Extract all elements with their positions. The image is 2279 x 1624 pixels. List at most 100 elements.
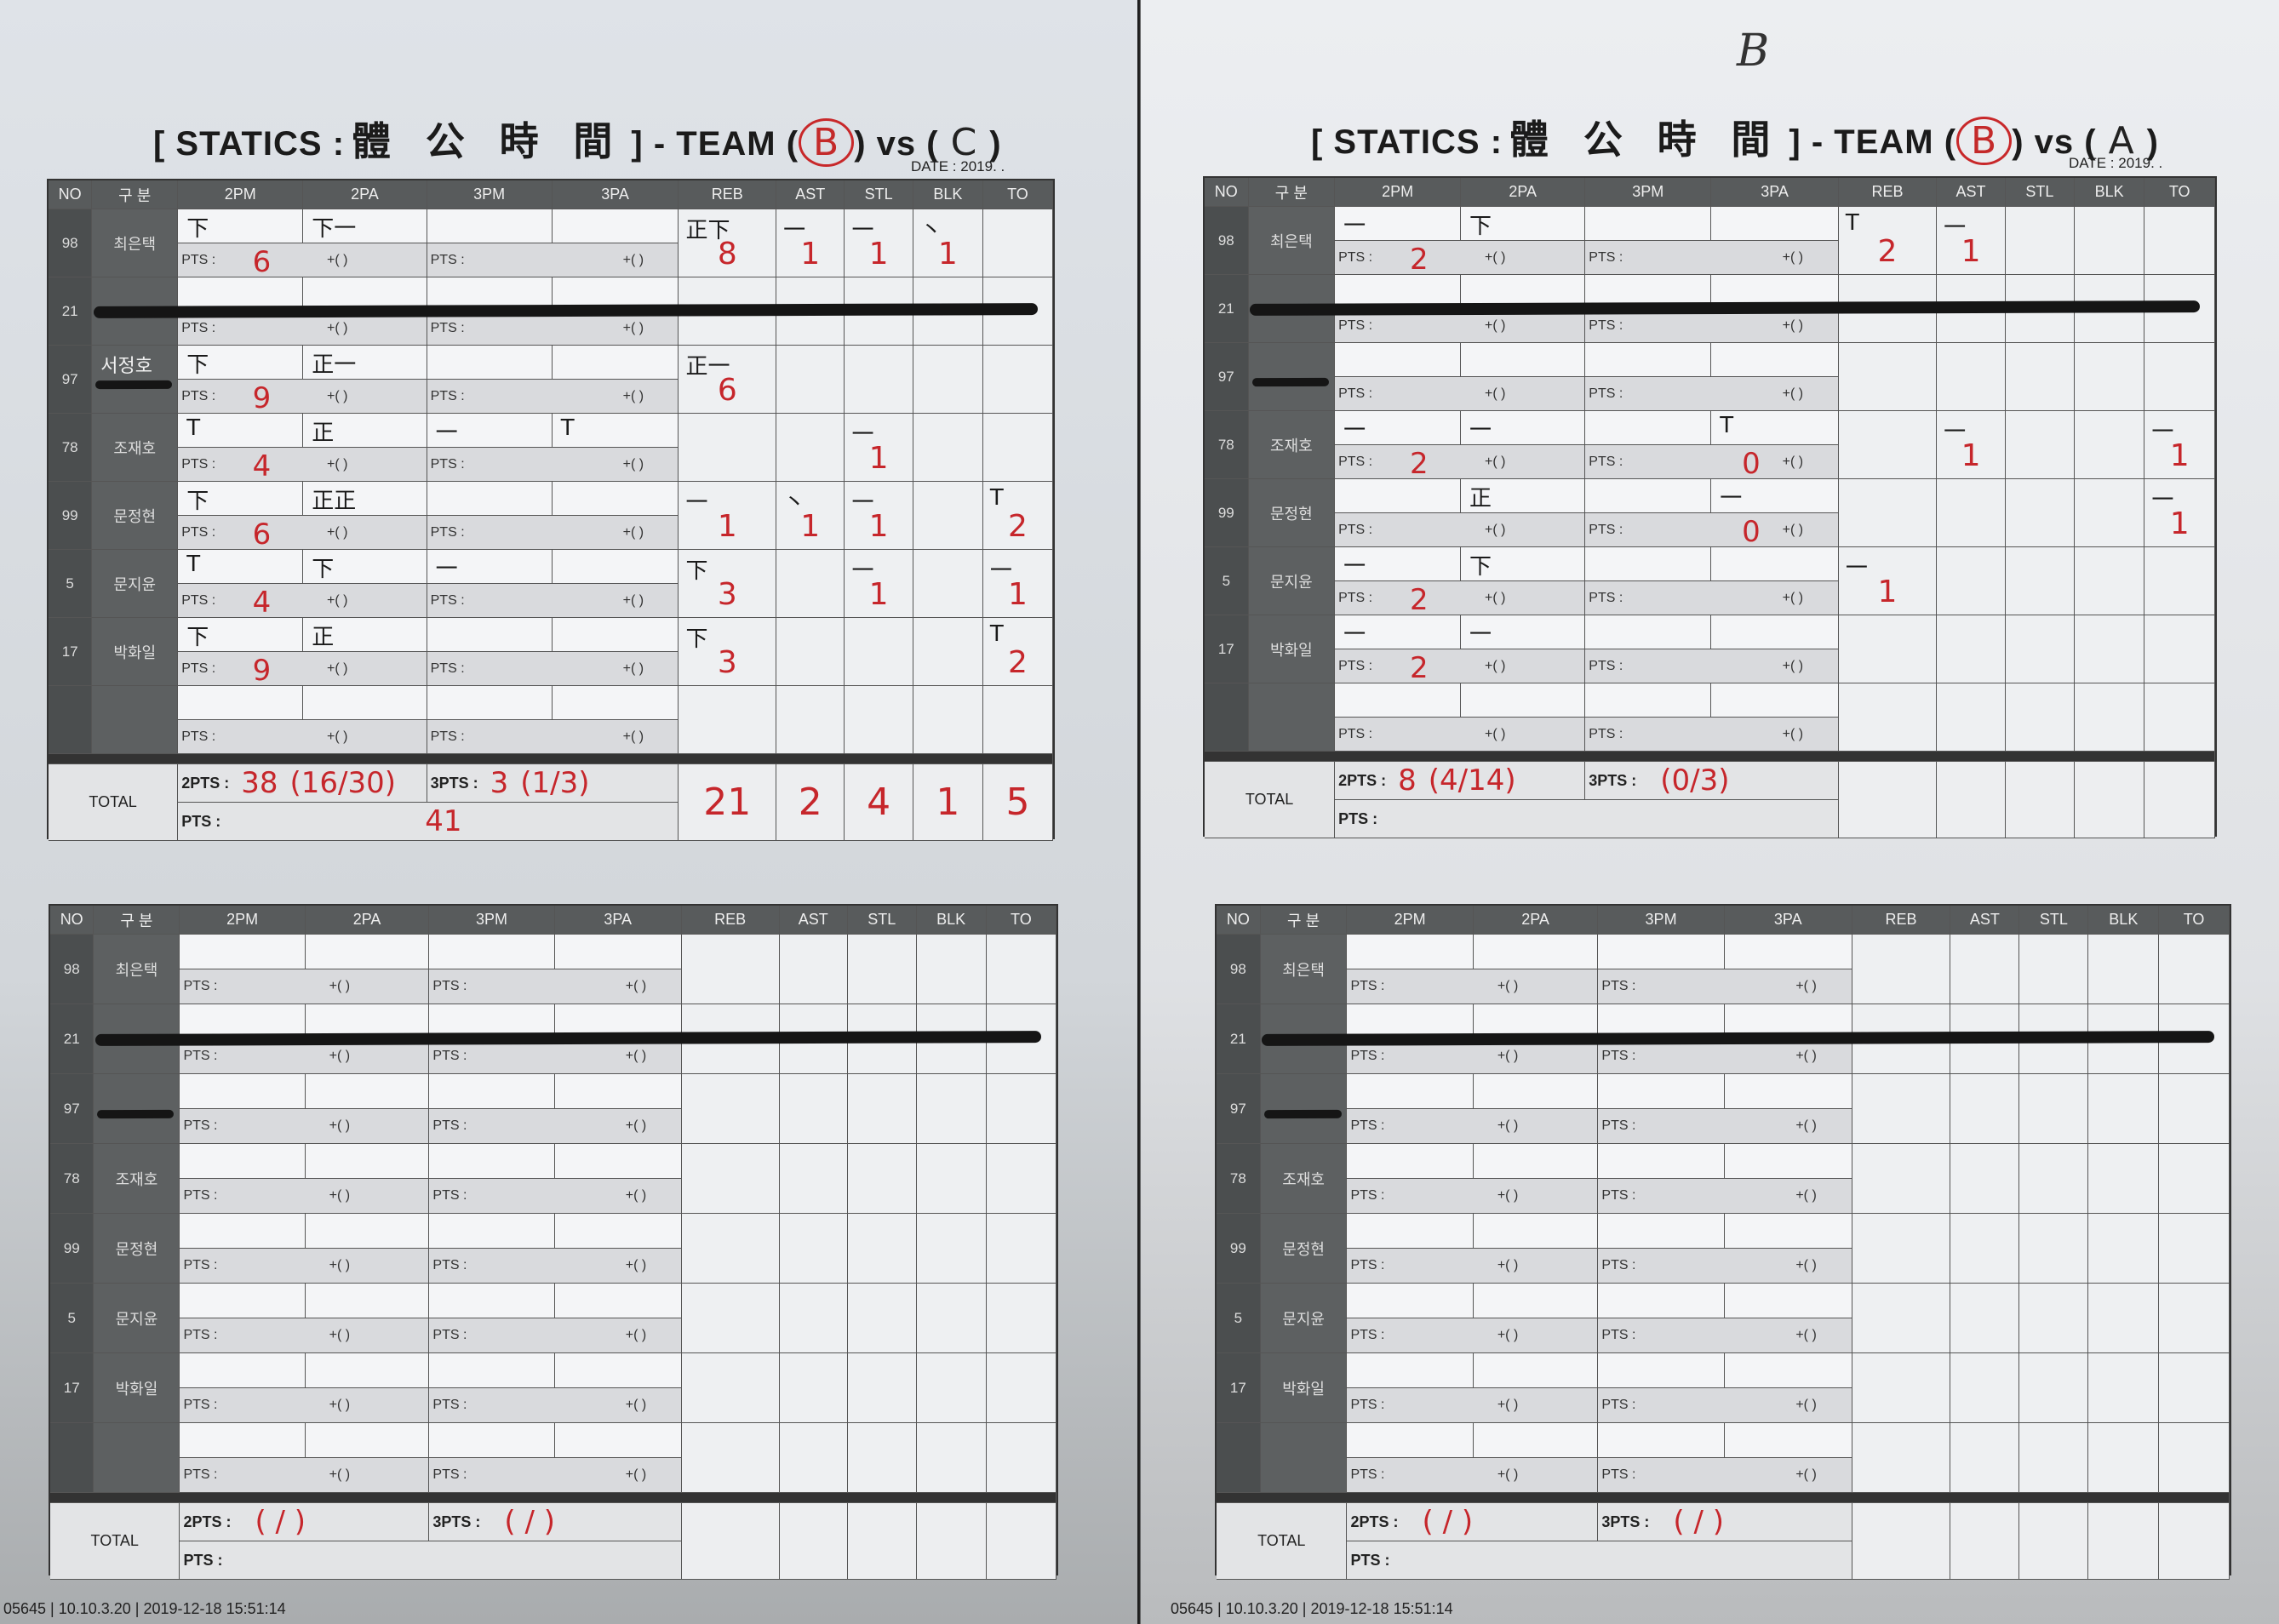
tally-cell-3pa[interactable] <box>1711 207 1839 241</box>
points-cell-2[interactable]: PTS : +( ) <box>180 1318 430 1353</box>
tally-cell-2pa[interactable] <box>1461 683 1586 718</box>
stat-cell-to[interactable] <box>2144 547 2215 615</box>
points-cell-3[interactable]: PTS : 0 +( ) <box>1585 513 1839 547</box>
stat-cell-stl[interactable] <box>2005 411 2075 479</box>
stat-cell-stl[interactable] <box>848 1214 917 1284</box>
stat-cell-reb[interactable] <box>1852 1284 1951 1353</box>
stat-cell-blk[interactable] <box>913 618 983 686</box>
stat-cell-to[interactable] <box>2159 1144 2230 1214</box>
tally-cell-3pa[interactable] <box>1711 547 1839 581</box>
tally-cell-2pa[interactable] <box>1473 1353 1599 1388</box>
tally-cell-3pa[interactable] <box>554 935 682 969</box>
stat-cell-ast[interactable] <box>1950 1284 2020 1353</box>
tally-cell-2pm[interactable] <box>180 1074 306 1109</box>
points-cell-2[interactable]: PTS : +( ) <box>1335 718 1586 752</box>
tally-cell-2pa[interactable] <box>1473 1284 1599 1318</box>
stat-cell-blk[interactable] <box>2088 1074 2160 1144</box>
tally-cell-3pa[interactable] <box>552 346 679 380</box>
stat-cell-reb[interactable] <box>1838 615 1938 683</box>
tally-cell-2pa[interactable]: 一 <box>1461 411 1586 445</box>
points-cell-2[interactable]: PTS : +( ) <box>1335 513 1586 547</box>
tally-cell-3pa[interactable] <box>552 550 679 584</box>
stat-cell-blk[interactable] <box>916 1214 987 1284</box>
points-cell-2[interactable]: PTS : 4 +( ) <box>178 448 427 482</box>
stat-cell-reb[interactable] <box>1852 1423 1951 1493</box>
stat-cell-ast[interactable] <box>776 686 845 754</box>
stat-cell-blk[interactable] <box>916 1423 987 1493</box>
stat-cell-stl[interactable] <box>2019 1423 2089 1493</box>
points-cell-3[interactable]: PTS : +( ) <box>1585 309 1839 343</box>
tally-cell-3pm[interactable] <box>1585 343 1712 377</box>
tally-cell-2pa[interactable]: 正 <box>1461 479 1586 513</box>
points-cell-2[interactable]: PTS : +( ) <box>1347 1458 1599 1493</box>
tally-cell-3pa[interactable] <box>1711 615 1839 649</box>
tally-cell-2pa[interactable]: 正一 <box>303 346 427 380</box>
stat-cell-ast[interactable] <box>1950 1214 2020 1284</box>
stat-cell-to[interactable] <box>2144 343 2215 411</box>
tally-cell-3pm[interactable] <box>427 686 553 720</box>
stat-cell-to[interactable] <box>986 1144 1056 1214</box>
stat-cell-ast[interactable] <box>1950 1144 2020 1214</box>
tally-cell-3pa[interactable] <box>1724 1353 1852 1388</box>
tally-cell-2pm[interactable] <box>1347 935 1474 969</box>
tally-cell-2pa[interactable] <box>1473 1423 1599 1458</box>
tally-cell-2pa[interactable] <box>1473 1074 1599 1109</box>
points-cell-3[interactable]: PTS : +( ) <box>1598 1249 1852 1284</box>
stat-cell-reb[interactable] <box>681 935 780 1004</box>
stat-cell-blk[interactable] <box>913 686 983 754</box>
points-cell-3[interactable]: PTS : +( ) <box>1598 1458 1852 1493</box>
stat-cell-reb[interactable] <box>679 686 777 754</box>
points-cell-2[interactable]: PTS : +( ) <box>1347 1109 1599 1144</box>
stat-cell-blk[interactable] <box>916 1074 987 1144</box>
tally-cell-3pa[interactable] <box>554 1074 682 1109</box>
tally-cell-3pa[interactable] <box>554 1423 682 1458</box>
points-cell-2[interactable]: PTS : +( ) <box>180 1388 430 1423</box>
stat-cell-blk[interactable] <box>2088 1423 2160 1493</box>
stat-cell-stl[interactable] <box>2019 1353 2089 1423</box>
points-cell-3[interactable]: PTS : +( ) <box>427 516 679 550</box>
tally-cell-3pa[interactable]: T <box>1711 411 1839 445</box>
tally-cell-2pm[interactable] <box>1347 1353 1474 1388</box>
tally-cell-3pm[interactable] <box>427 209 553 243</box>
points-cell-3[interactable]: PTS : +( ) <box>1598 1388 1852 1423</box>
tally-cell-3pm[interactable] <box>1585 615 1712 649</box>
stat-cell-reb[interactable] <box>681 1423 780 1493</box>
tally-cell-3pm[interactable] <box>1585 479 1712 513</box>
points-cell-3[interactable]: PTS : +( ) <box>427 312 679 346</box>
tally-cell-2pm[interactable] <box>1335 343 1462 377</box>
stat-cell-reb[interactable] <box>681 1214 780 1284</box>
tally-cell-2pm[interactable]: T <box>178 550 304 584</box>
tally-cell-2pa[interactable] <box>305 935 430 969</box>
points-cell-2[interactable]: PTS : +( ) <box>178 720 427 754</box>
stat-cell-reb[interactable] <box>681 1353 780 1423</box>
tally-cell-3pm[interactable] <box>429 1353 555 1388</box>
stat-cell-reb[interactable] <box>681 1074 780 1144</box>
stat-cell-ast[interactable] <box>779 935 849 1004</box>
stat-cell-stl[interactable] <box>845 618 913 686</box>
tally-cell-3pm[interactable] <box>1585 547 1712 581</box>
tally-cell-3pa[interactable] <box>1724 1214 1852 1249</box>
tally-cell-2pa[interactable] <box>1461 343 1586 377</box>
points-cell-3[interactable]: PTS : +( ) <box>429 1249 682 1284</box>
points-cell-3[interactable]: PTS : +( ) <box>429 1388 682 1423</box>
stat-cell-to[interactable] <box>2144 615 2215 683</box>
stat-cell-stl[interactable] <box>848 1423 917 1493</box>
stat-cell-reb[interactable] <box>681 1284 780 1353</box>
tally-cell-3pa[interactable] <box>554 1144 682 1179</box>
tally-cell-2pm[interactable]: 下 <box>178 346 304 380</box>
points-cell-2[interactable]: PTS : 6 +( ) <box>178 243 427 277</box>
points-cell-2[interactable]: PTS : 9 +( ) <box>178 380 427 414</box>
tally-cell-3pm[interactable] <box>429 935 555 969</box>
points-cell-2[interactable]: PTS : 2 +( ) <box>1335 445 1586 479</box>
tally-cell-3pm[interactable] <box>1585 411 1712 445</box>
tally-cell-2pm[interactable]: 一 <box>1335 547 1462 581</box>
